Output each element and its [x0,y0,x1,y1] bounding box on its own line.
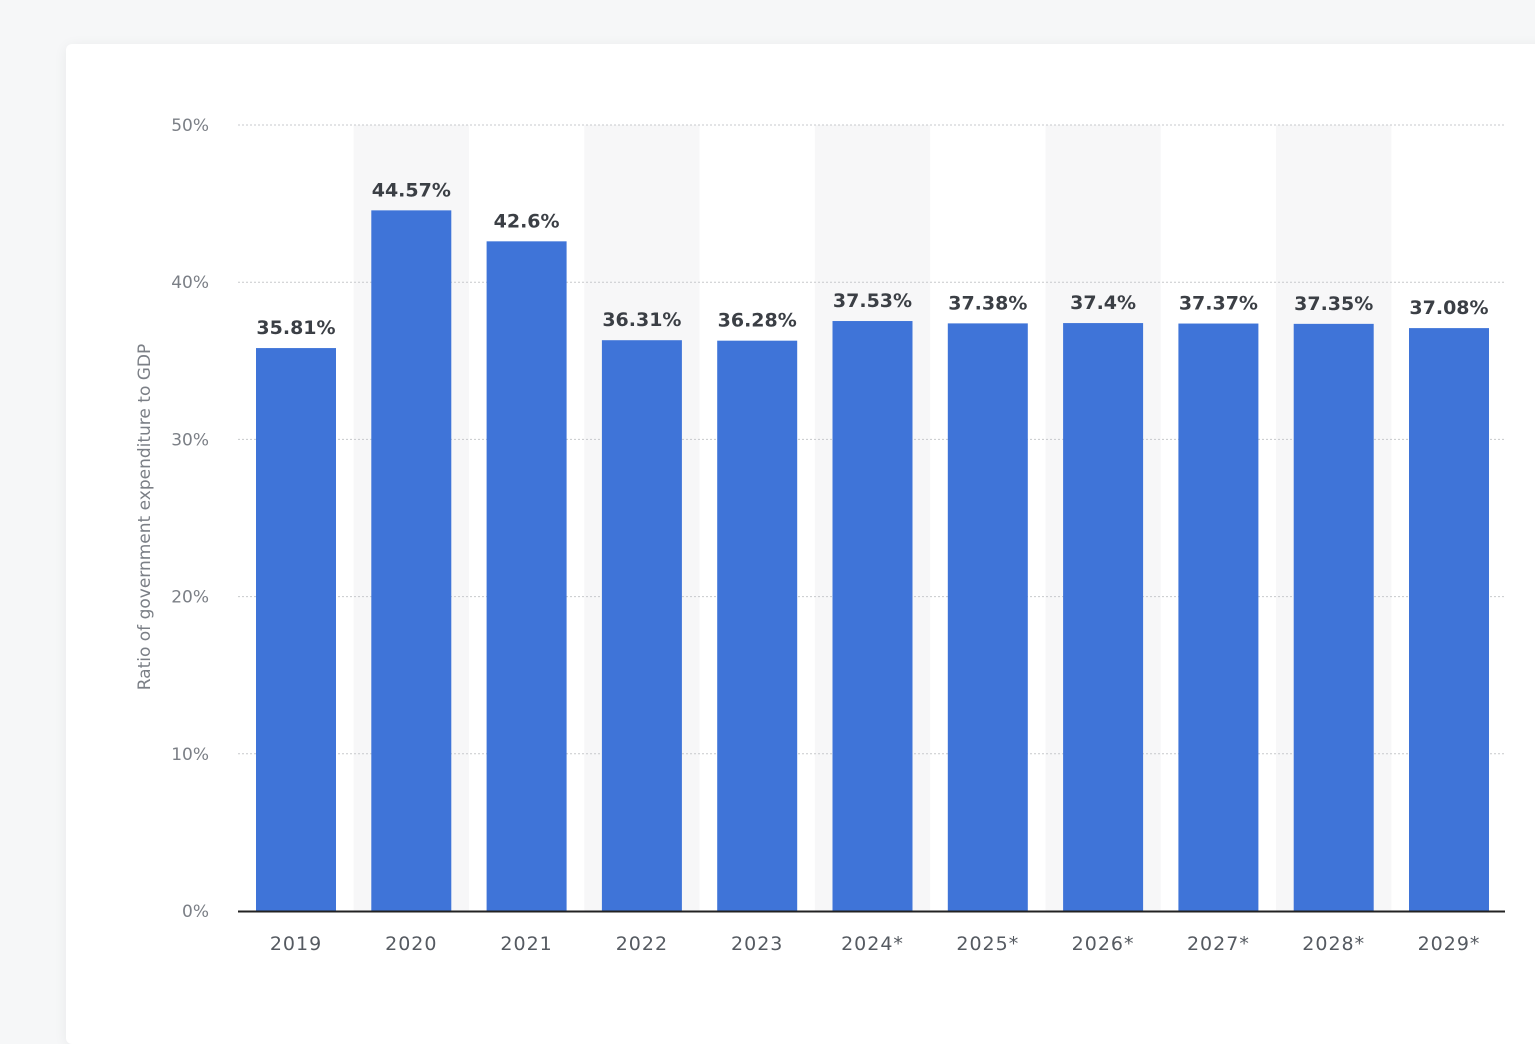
data-label: 37.35% [1294,293,1373,315]
y-tick-label: 50% [171,116,209,136]
bar [371,210,452,911]
data-label: 36.28% [718,310,797,332]
y-tick-label: 20% [171,588,209,608]
x-tick-label: 2019 [270,933,322,955]
data-label: 42.6% [494,210,560,232]
bars [256,210,1489,912]
data-label: 37.37% [1179,293,1258,315]
bar [1409,328,1489,911]
x-tick-label: 2022 [616,933,668,955]
bar [947,323,1028,911]
x-tick-label: 2024* [841,933,904,955]
bar-chart: 0% 10% 20% 30% 40% 50% 35.81% 44.57% 42.6% 36.31… [135,116,1505,955]
bar [1293,323,1374,911]
x-tick-label: 2029* [1418,933,1481,955]
x-tick-label: 2020 [385,933,437,955]
x-tick-label: 2026* [1072,933,1135,955]
bar [1063,323,1144,911]
y-axis-ticks: 0% 10% 20% 30% 40% 50% [171,116,209,922]
y-tick-label: 30% [171,430,209,450]
data-label: 37.08% [1409,297,1488,319]
bar [486,241,567,911]
bar [717,340,798,911]
data-label: 36.31% [602,309,681,331]
x-tick-label: 2021 [500,933,552,955]
x-tick-label: 2028* [1302,933,1365,955]
bar [256,348,336,912]
x-tick-label: 2025* [956,933,1019,955]
y-tick-label: 10% [171,745,209,765]
y-tick-label: 0% [182,902,209,922]
data-labels: 35.81% 44.57% 42.6% 36.31% 36.28% 37.53% 37.38… [256,179,1488,339]
y-axis-title: Ratio of government expenditure to GDP [135,344,155,691]
data-label: 37.53% [833,290,912,312]
data-label: 44.57% [372,179,451,201]
bar [601,340,682,911]
x-axis-ticks: 2019 2020 2021 2022 2023 2024* 2025* 2026* 2027*… [270,933,1481,955]
y-tick-label: 40% [171,273,209,293]
x-tick-label: 2027* [1187,933,1250,955]
data-label: 35.81% [256,317,335,339]
bar [832,321,913,911]
x-tick-label: 2023 [731,933,783,955]
data-label: 37.38% [948,292,1027,314]
bar [1178,323,1259,912]
data-label: 37.4% [1070,292,1136,314]
